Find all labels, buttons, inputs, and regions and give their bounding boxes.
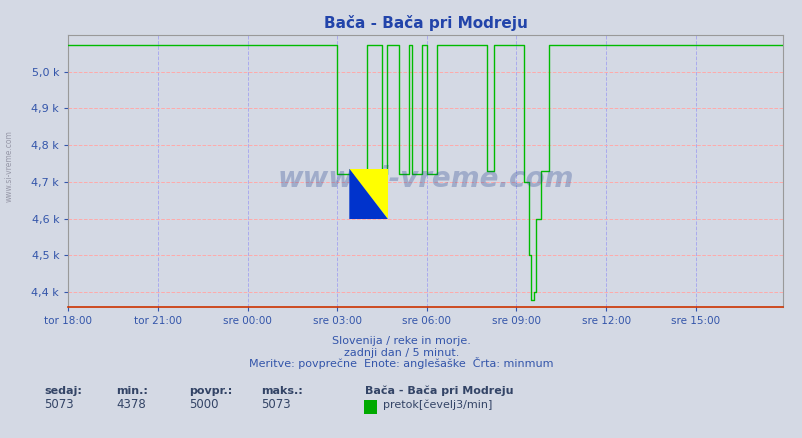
Text: www.si-vreme.com: www.si-vreme.com	[277, 165, 573, 193]
Polygon shape	[349, 169, 387, 219]
Title: Bača - Bača pri Modreju: Bača - Bača pri Modreju	[323, 15, 527, 31]
Text: 4378: 4378	[116, 398, 146, 411]
Text: min.:: min.:	[116, 386, 148, 396]
Polygon shape	[349, 169, 387, 219]
Text: sedaj:: sedaj:	[44, 386, 82, 396]
Text: 5073: 5073	[261, 398, 290, 411]
Text: povpr.:: povpr.:	[188, 386, 232, 396]
Text: maks.:: maks.:	[261, 386, 302, 396]
Polygon shape	[349, 169, 387, 219]
Text: Slovenija / reke in morje.: Slovenija / reke in morje.	[332, 336, 470, 346]
Text: 5073: 5073	[44, 398, 74, 411]
Text: zadnji dan / 5 minut.: zadnji dan / 5 minut.	[343, 348, 459, 358]
Text: 5000: 5000	[188, 398, 218, 411]
Text: pretok[čevelj3/min]: pretok[čevelj3/min]	[383, 400, 492, 410]
Text: www.si-vreme.com: www.si-vreme.com	[5, 131, 14, 202]
Text: Meritve: povprečne  Enote: anglešaške  Črta: minmum: Meritve: povprečne Enote: anglešaške Črt…	[249, 357, 553, 370]
Text: Bača - Bača pri Modreju: Bača - Bača pri Modreju	[365, 386, 513, 396]
